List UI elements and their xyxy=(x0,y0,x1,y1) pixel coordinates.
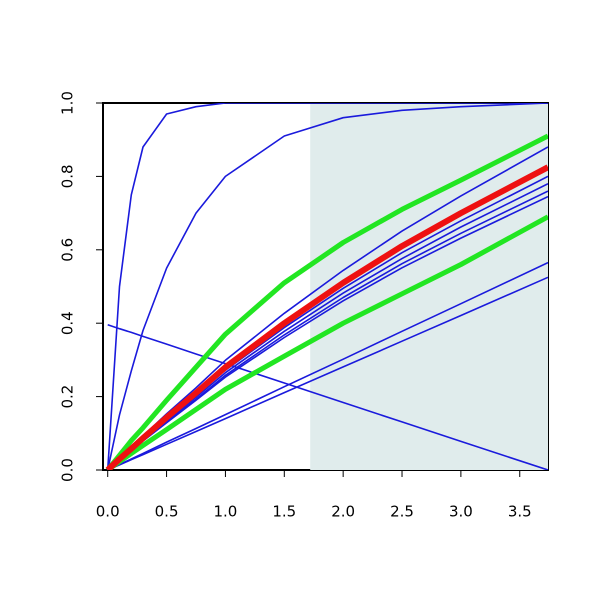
curve xyxy=(106,103,548,470)
highlight-region xyxy=(310,104,548,470)
y-tick-label: 0.2 xyxy=(59,385,77,409)
curve xyxy=(105,133,548,470)
x-tick-label: 0.5 xyxy=(155,503,179,521)
x-tick-label: 2.5 xyxy=(390,503,414,521)
curve xyxy=(106,103,548,470)
y-tick-label: 0.4 xyxy=(59,311,77,335)
x-tick-label: 0.0 xyxy=(96,503,120,521)
x-tick-label: 1.0 xyxy=(214,503,238,521)
curve xyxy=(106,214,548,470)
x-tick-label: 2.0 xyxy=(331,503,355,521)
x-tick-label: 3.5 xyxy=(508,503,532,521)
curve xyxy=(107,276,548,470)
y-tick-label: 0.6 xyxy=(59,238,77,262)
curve xyxy=(107,323,548,470)
y-tick-label: 0.8 xyxy=(59,164,77,188)
curve xyxy=(105,164,548,470)
y-tick-label: 1.0 xyxy=(59,91,77,115)
x-tick-label: 3.0 xyxy=(449,503,473,521)
x-tick-label: 1.5 xyxy=(272,503,296,521)
y-tick-label: 0.0 xyxy=(59,458,77,482)
